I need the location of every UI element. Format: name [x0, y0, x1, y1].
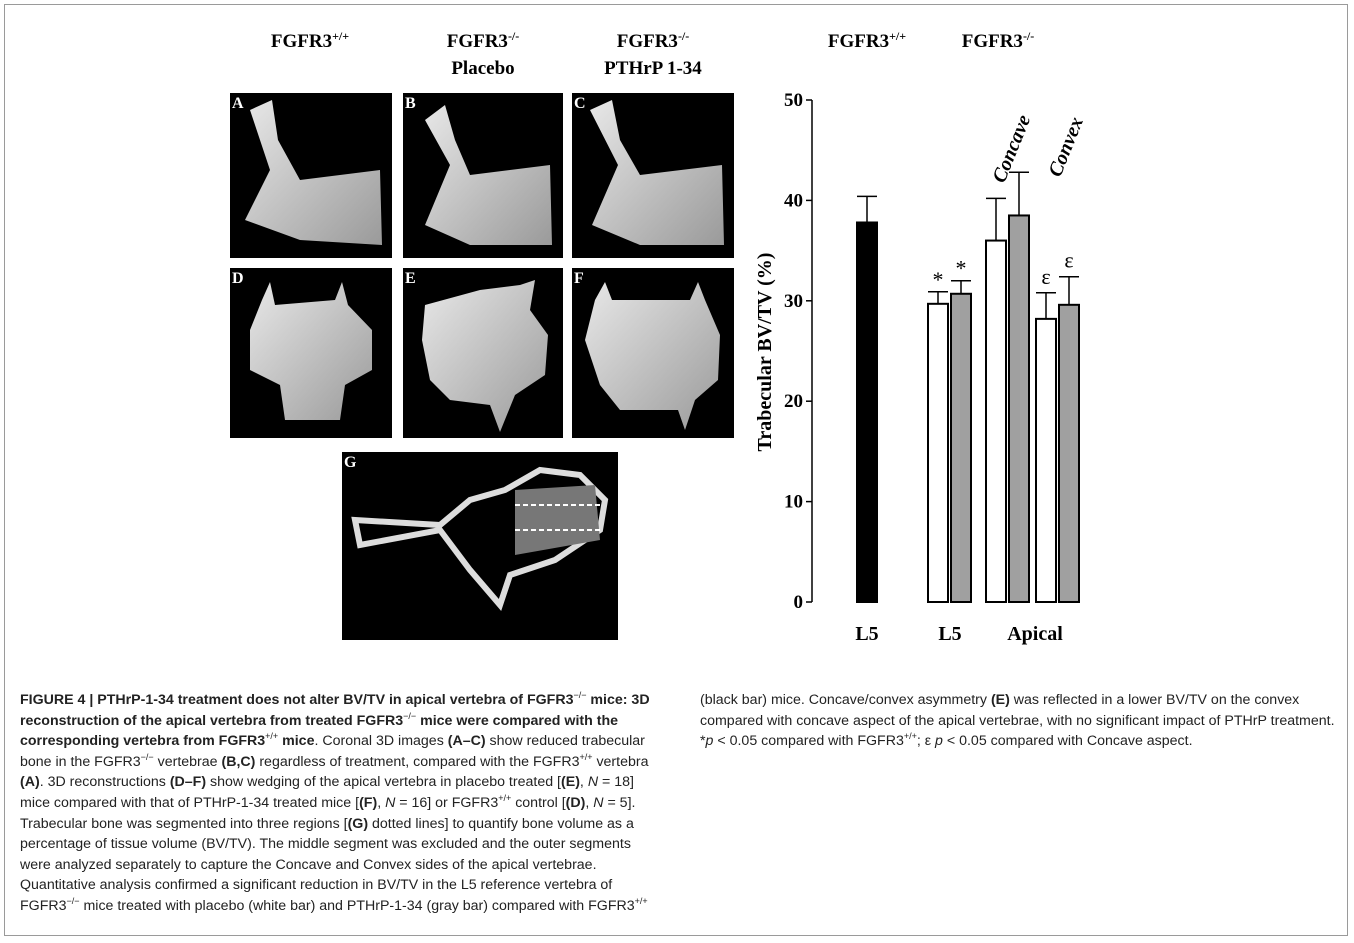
caption-text: (A) — [20, 774, 40, 790]
caption-text: −/− — [67, 896, 80, 906]
header-text: FGFR3 — [447, 31, 508, 52]
header-line: FGFR3-/- — [568, 28, 738, 55]
caption-text: +/+ — [265, 731, 278, 741]
caption-paragraph: *p < 0.05 compared with FGFR3+/+; ε p < … — [700, 731, 1342, 752]
caption-text: vertebra — [593, 754, 649, 770]
y-axis-label: Trabecular BV/TV (%) — [754, 253, 776, 452]
caption-text: +/+ — [579, 752, 592, 762]
significance-marker: ε — [1041, 264, 1050, 289]
header-subtext: Placebo — [398, 55, 568, 82]
bar — [1036, 319, 1056, 602]
caption-text: (D) — [566, 795, 586, 811]
caption-text: +/+ — [635, 896, 648, 906]
caption-text: . Coronal 3D images — [314, 733, 447, 749]
y-tick-label: 30 — [784, 291, 803, 312]
caption-text: (black bar) mice. Concave/convex asymmet… — [700, 692, 991, 708]
caption-text: vertebrae — [154, 754, 222, 770]
header-subtext: PTHrP 1-34 — [568, 55, 738, 82]
header-text: FGFR3 — [828, 31, 889, 52]
header-superscript: -/- — [508, 29, 519, 43]
caption-text: −/− — [141, 752, 154, 762]
caption-text: (B,C) — [222, 754, 256, 770]
x-group-label: L5 — [855, 623, 878, 645]
x-group-label: Apical — [1007, 623, 1063, 645]
side-label: Concave — [988, 112, 1035, 186]
caption-text: . 3D reconstructions — [40, 774, 170, 790]
caption-text: show wedging of the apical vertebra in p… — [206, 774, 561, 790]
bar — [986, 241, 1006, 602]
y-tick-label: 0 — [794, 592, 804, 613]
caption-text: = 16] or FGFR3 — [395, 795, 498, 811]
caption-text: (A–C) — [448, 733, 486, 749]
caption-text: (F) — [359, 795, 377, 811]
caption-text: mice — [278, 733, 314, 749]
header-text: FGFR3 — [617, 31, 678, 52]
caption-text: +/+ — [904, 731, 917, 741]
caption-text: N — [385, 795, 395, 811]
bar — [928, 304, 948, 602]
bar — [1009, 215, 1029, 602]
caption-text: , — [580, 774, 588, 790]
y-tick-label: 40 — [784, 190, 803, 211]
side-label: Convex — [1044, 114, 1088, 180]
x-group-label: L5 — [938, 623, 961, 645]
caption-text: p — [935, 733, 943, 749]
y-tick-label: 20 — [784, 391, 803, 412]
caption-text: +/+ — [498, 793, 511, 803]
caption-text: −/− — [573, 690, 586, 700]
header-line: FGFR3-/- — [398, 28, 568, 55]
caption-text: −/− — [403, 711, 416, 721]
caption-text: (E) — [561, 774, 580, 790]
significance-marker: * — [933, 267, 944, 292]
header-line: FGFR3+/+ — [225, 28, 395, 55]
caption-text: (E) — [991, 692, 1010, 708]
panel-header: FGFR3+/+ — [225, 28, 395, 55]
header-line: FGFR3-/- — [913, 28, 1083, 55]
panel-header: FGFR3-/-PTHrP 1-34 — [568, 28, 738, 82]
caption-text: ; ε — [917, 733, 935, 749]
caption-text: control [ — [511, 795, 565, 811]
page: {"figure": { "panel_headers": [ {"text":… — [0, 0, 1354, 943]
bar — [857, 222, 877, 602]
header-text: FGFR3 — [271, 31, 332, 52]
caption-text: mice treated with placebo (white bar) an… — [80, 898, 635, 914]
caption-text: < 0.05 compared with Concave aspect. — [943, 733, 1193, 749]
significance-marker: * — [956, 256, 967, 281]
caption-text: FIGURE 4 | PTHrP-1-34 treatment does not… — [20, 692, 573, 708]
caption-paragraph: FIGURE 4 | PTHrP-1-34 treatment does not… — [20, 690, 1342, 935]
y-tick-label: 10 — [784, 492, 803, 513]
header-superscript: +/+ — [332, 29, 349, 43]
header-superscript: -/- — [1023, 29, 1034, 43]
caption-text: < 0.05 compared with FGFR3 — [713, 733, 903, 749]
caption-text: regardless of treatment, compared with t… — [255, 754, 579, 770]
caption-text: N — [588, 774, 598, 790]
header-text: FGFR3 — [962, 31, 1023, 52]
significance-marker: ε — [1064, 248, 1073, 273]
header-superscript: -/- — [678, 29, 689, 43]
bar — [1059, 305, 1079, 602]
group-header: FGFR3-/- — [913, 28, 1083, 55]
caption-text: , — [377, 795, 385, 811]
caption-text: (D–F) — [170, 774, 206, 790]
caption-text: N — [593, 795, 603, 811]
bar — [951, 294, 971, 602]
caption: FIGURE 4 | PTHrP-1-34 treatment does not… — [20, 690, 1342, 935]
header-superscript: +/+ — [889, 29, 906, 43]
panel-header: FGFR3-/-Placebo — [398, 28, 568, 82]
y-tick-label: 50 — [784, 90, 803, 111]
caption-text: (G) — [348, 816, 369, 832]
